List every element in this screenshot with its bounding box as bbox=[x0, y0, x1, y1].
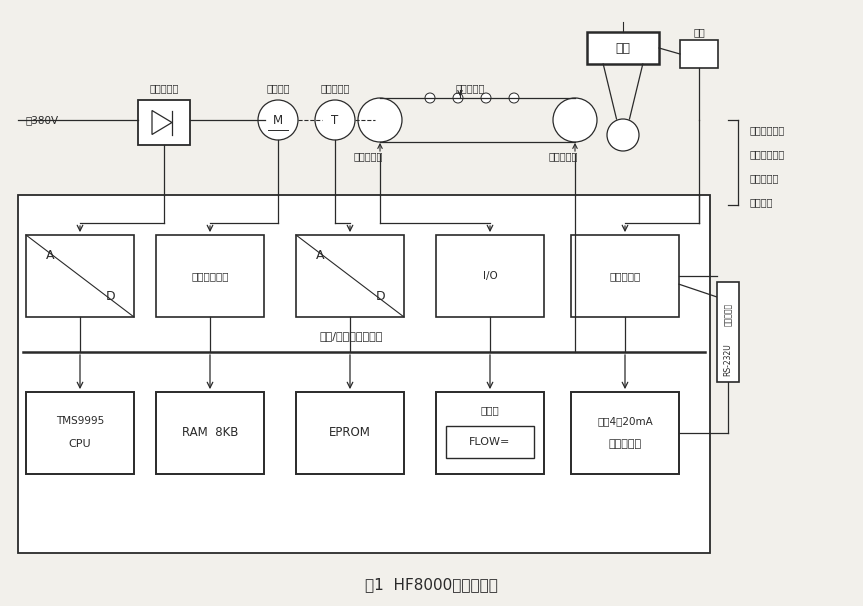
Text: I/O: I/O bbox=[482, 271, 497, 281]
Text: 荷重传感器: 荷重传感器 bbox=[353, 151, 382, 161]
Text: 控制台: 控制台 bbox=[481, 405, 500, 415]
Bar bbox=[156, 392, 264, 474]
Text: 第三扩展板: 第三扩展板 bbox=[723, 302, 733, 325]
Text: RAM  8KB: RAM 8KB bbox=[182, 427, 238, 439]
Text: 荷重传感器: 荷重传感器 bbox=[548, 151, 577, 161]
Text: 速度传感器: 速度传感器 bbox=[320, 83, 350, 93]
Text: 总报警信号: 总报警信号 bbox=[750, 173, 779, 183]
Circle shape bbox=[425, 93, 435, 103]
Circle shape bbox=[315, 100, 355, 140]
Bar bbox=[446, 427, 534, 458]
Text: CPU: CPU bbox=[69, 439, 91, 448]
Bar bbox=[18, 195, 710, 553]
Bar bbox=[571, 392, 679, 474]
Bar bbox=[436, 392, 544, 474]
Bar bbox=[680, 40, 718, 68]
Bar bbox=[587, 32, 659, 64]
Text: 第二扩展板: 第二扩展板 bbox=[609, 271, 640, 281]
Text: 电机: 电机 bbox=[693, 27, 705, 37]
Text: 直流马达: 直流马达 bbox=[267, 83, 290, 93]
Bar bbox=[717, 282, 739, 382]
Circle shape bbox=[607, 119, 639, 151]
Text: M: M bbox=[273, 115, 283, 127]
Text: 速度控制器: 速度控制器 bbox=[149, 83, 179, 93]
Text: A: A bbox=[46, 249, 54, 262]
Text: D: D bbox=[375, 290, 385, 303]
Text: 输出4～20mA: 输出4～20mA bbox=[597, 416, 653, 425]
Bar bbox=[296, 392, 404, 474]
Text: 荷重传感器: 荷重传感器 bbox=[456, 83, 485, 93]
Text: 数据/地址总线＋电源: 数据/地址总线＋电源 bbox=[320, 331, 383, 341]
Bar bbox=[436, 235, 544, 317]
Text: 编码选择开关: 编码选择开关 bbox=[192, 271, 229, 281]
Bar bbox=[296, 235, 404, 317]
Polygon shape bbox=[152, 110, 172, 135]
Circle shape bbox=[509, 93, 519, 103]
Text: ～380V: ～380V bbox=[25, 115, 59, 125]
Text: 皮带限位开关: 皮带限位开关 bbox=[750, 149, 785, 159]
Text: D: D bbox=[105, 290, 115, 303]
Text: TMS9995: TMS9995 bbox=[56, 416, 104, 425]
Circle shape bbox=[453, 93, 463, 103]
Text: 插板: 插板 bbox=[615, 41, 631, 55]
Bar bbox=[138, 100, 190, 145]
Circle shape bbox=[481, 93, 491, 103]
Text: T: T bbox=[331, 115, 338, 127]
Circle shape bbox=[553, 98, 597, 142]
Bar bbox=[156, 235, 264, 317]
Text: RS-232U: RS-232U bbox=[723, 344, 733, 376]
Bar bbox=[26, 392, 134, 474]
Text: EPROM: EPROM bbox=[329, 427, 371, 439]
Text: 皮带运转信号: 皮带运转信号 bbox=[750, 125, 785, 135]
Bar bbox=[26, 235, 134, 317]
Circle shape bbox=[258, 100, 298, 140]
Text: FLOW=: FLOW= bbox=[469, 437, 511, 447]
Text: 第三扩展板: 第三扩展板 bbox=[608, 439, 641, 448]
Text: 联锁信号: 联锁信号 bbox=[750, 197, 773, 207]
Circle shape bbox=[358, 98, 402, 142]
Text: 图1  HF8000硬件构成图: 图1 HF8000硬件构成图 bbox=[365, 578, 498, 593]
Text: A: A bbox=[316, 249, 324, 262]
Bar bbox=[571, 235, 679, 317]
